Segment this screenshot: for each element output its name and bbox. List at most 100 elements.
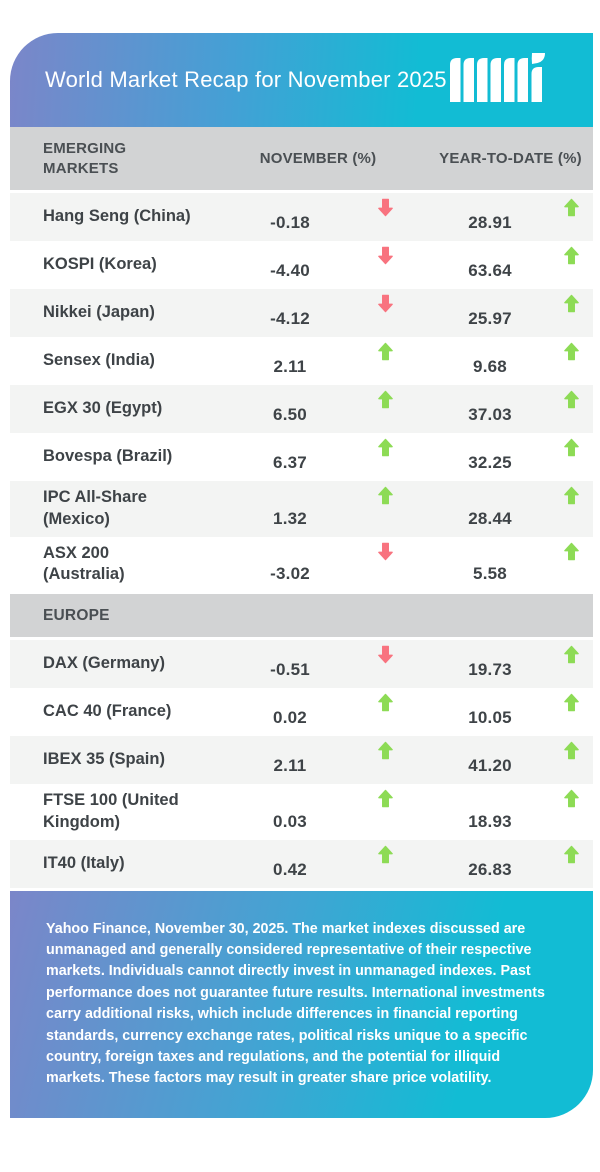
november-trend-down-icon xyxy=(340,640,430,664)
table-row: Hang Seng (China) -0.18 28.91 xyxy=(10,193,593,241)
ytd-value: 28.44 xyxy=(468,508,512,528)
up-arrow-icon xyxy=(377,789,393,808)
november-value: -4.12 xyxy=(270,309,310,328)
up-arrow-icon xyxy=(564,845,579,863)
index-name: IBEX 35 (Spain) xyxy=(43,750,165,769)
november-trend-up-icon xyxy=(340,481,430,505)
ytd-value: 5.58 xyxy=(473,564,507,584)
europe-section-header: EUROPE xyxy=(10,592,593,641)
emerging-markets-section: Hang Seng (China) -0.18 28.91 KOSPI (Korea)… xyxy=(10,193,593,593)
november-value: 2.11 xyxy=(273,756,307,776)
up-arrow-icon xyxy=(377,741,393,760)
november-value: 0.02 xyxy=(273,708,307,728)
index-name: IPC All-Share (Mexico) xyxy=(43,488,147,528)
ytd-trend-up-icon xyxy=(550,537,593,561)
november-value: 6.50 xyxy=(273,405,307,424)
ytd-trend-up-icon xyxy=(550,840,593,864)
up-arrow-icon xyxy=(564,542,579,560)
ytd-value: 10.05 xyxy=(468,708,512,728)
up-arrow-icon xyxy=(564,438,579,457)
index-name: Bovespa (Brazil) xyxy=(43,447,173,466)
november-value: -4.40 xyxy=(270,261,310,280)
up-arrow-icon xyxy=(564,294,579,313)
up-arrow-icon xyxy=(564,246,579,265)
november-value: 2.11 xyxy=(273,357,307,376)
table-row: KOSPI (Korea) -4.40 63.64 xyxy=(10,241,593,289)
november-value: -3.02 xyxy=(270,564,310,584)
up-arrow-icon xyxy=(564,693,579,712)
ytd-trend-up-icon xyxy=(550,688,593,712)
november-value: 1.32 xyxy=(273,508,307,528)
ytd-value: 26.83 xyxy=(468,859,512,879)
ytd-trend-up-icon xyxy=(550,289,593,313)
november-value: -0.18 xyxy=(270,213,310,232)
index-name: FTSE 100 (United Kingdom) xyxy=(43,791,179,831)
november-trend-down-icon xyxy=(340,289,430,313)
index-name: EGX 30 (Egypt) xyxy=(43,399,163,418)
ytd-value: 28.91 xyxy=(468,213,512,232)
november-value: 0.42 xyxy=(273,859,307,879)
up-arrow-icon xyxy=(377,845,393,863)
november-value: 6.37 xyxy=(273,453,307,472)
column-header-emerging-markets: EMERGING MARKETS xyxy=(43,140,127,177)
table-row: EGX 30 (Egypt) 6.50 37.03 xyxy=(10,385,593,433)
table-row: Sensex (India) 2.11 9.68 xyxy=(10,337,593,385)
down-arrow-icon xyxy=(377,645,393,664)
ytd-trend-up-icon xyxy=(550,640,593,664)
ytd-trend-up-icon xyxy=(550,433,593,457)
ytd-value: 41.20 xyxy=(468,756,512,776)
column-header-row: EMERGING MARKETS NOVEMBER (%) YEAR-TO-DA… xyxy=(10,127,593,193)
november-trend-up-icon xyxy=(340,840,430,864)
column-header-november: NOVEMBER (%) xyxy=(259,150,377,167)
table-row: IT40 (Italy) 0.42 26.83 xyxy=(10,839,593,888)
up-arrow-icon xyxy=(564,390,579,409)
ytd-value: 32.25 xyxy=(468,453,512,472)
up-arrow-icon xyxy=(377,390,393,409)
up-arrow-icon xyxy=(564,741,579,760)
ytd-trend-up-icon xyxy=(550,481,593,505)
november-value: -0.51 xyxy=(270,660,310,680)
ytd-trend-up-icon xyxy=(550,385,593,409)
index-name: KOSPI (Korea) xyxy=(43,255,157,274)
index-name: Nikkei (Japan) xyxy=(43,303,155,322)
november-trend-up-icon xyxy=(340,784,430,808)
ytd-trend-up-icon xyxy=(550,193,593,217)
hero-header: World Market Recap for November 2025 xyxy=(10,33,593,127)
disclaimer-footer: Yahoo Finance, November 30, 2025. The ma… xyxy=(10,890,593,1118)
column-header-ytd: YEAR-TO-DATE (%) xyxy=(439,150,582,167)
up-arrow-icon xyxy=(377,693,393,712)
ytd-trend-up-icon xyxy=(550,337,593,361)
ytd-value: 9.68 xyxy=(473,357,507,376)
index-name: DAX (Germany) xyxy=(43,654,165,673)
index-name: IT40 (Italy) xyxy=(43,853,125,872)
november-trend-down-icon xyxy=(340,241,430,265)
up-arrow-icon xyxy=(564,198,579,217)
november-value: 0.03 xyxy=(273,811,307,831)
ytd-trend-up-icon xyxy=(550,736,593,760)
table-row: DAX (Germany) -0.51 19.73 xyxy=(10,640,593,689)
index-name: ASX 200 (Australia) xyxy=(43,543,125,584)
up-arrow-icon xyxy=(564,486,579,505)
market-recap-card: World Market Recap for November 2025 EME… xyxy=(10,33,593,1118)
down-arrow-icon xyxy=(377,542,393,560)
down-arrow-icon xyxy=(377,294,393,313)
up-arrow-icon xyxy=(377,342,393,361)
november-trend-down-icon xyxy=(340,193,430,217)
up-arrow-icon xyxy=(564,342,579,361)
index-name: Hang Seng (China) xyxy=(43,207,191,226)
table-row: CAC 40 (France) 0.02 10.05 xyxy=(10,688,593,737)
europe-section-label: EUROPE xyxy=(43,606,110,624)
down-arrow-icon xyxy=(377,198,393,217)
november-trend-up-icon xyxy=(340,337,430,361)
table-row: Bovespa (Brazil) 6.37 32.25 xyxy=(10,433,593,481)
table-row: ASX 200 (Australia) -3.02 5.58 xyxy=(10,536,593,593)
disclaimer-text: Yahoo Finance, November 30, 2025. The ma… xyxy=(46,920,545,1087)
ytd-value: 25.97 xyxy=(468,309,512,328)
up-arrow-icon xyxy=(377,438,393,457)
index-name: CAC 40 (France) xyxy=(43,702,172,721)
november-trend-up-icon xyxy=(340,736,430,760)
page-title: World Market Recap for November 2025 xyxy=(45,67,447,92)
up-arrow-icon xyxy=(564,789,579,808)
ytd-value: 18.93 xyxy=(468,811,512,831)
ytd-trend-up-icon xyxy=(550,784,593,808)
